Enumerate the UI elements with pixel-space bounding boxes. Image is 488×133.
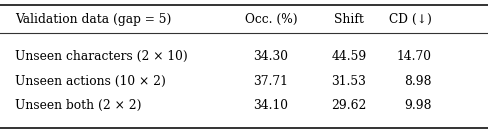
- Text: Unseen actions (10 × 2): Unseen actions (10 × 2): [15, 75, 165, 88]
- Text: Unseen characters (2 × 10): Unseen characters (2 × 10): [15, 50, 187, 63]
- Text: 34.10: 34.10: [253, 99, 288, 112]
- Text: Unseen both (2 × 2): Unseen both (2 × 2): [15, 99, 141, 112]
- Text: 9.98: 9.98: [405, 99, 432, 112]
- Text: 14.70: 14.70: [397, 50, 432, 63]
- Text: 34.30: 34.30: [253, 50, 288, 63]
- Text: Shift: Shift: [334, 13, 364, 26]
- Text: Occ. (%): Occ. (%): [244, 13, 297, 26]
- Text: Validation data (gap = 5): Validation data (gap = 5): [15, 13, 171, 26]
- Text: 31.53: 31.53: [331, 75, 366, 88]
- Text: 44.59: 44.59: [331, 50, 366, 63]
- Text: CD (↓): CD (↓): [389, 13, 432, 26]
- Text: 8.98: 8.98: [405, 75, 432, 88]
- Text: 29.62: 29.62: [331, 99, 366, 112]
- Text: 37.71: 37.71: [253, 75, 288, 88]
